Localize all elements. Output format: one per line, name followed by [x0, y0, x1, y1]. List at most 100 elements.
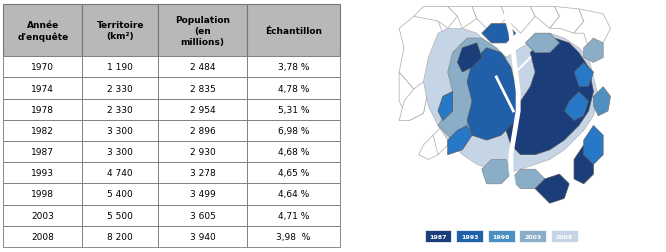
Text: 1970: 1970	[31, 63, 55, 72]
Polygon shape	[574, 10, 611, 49]
Text: 2 835: 2 835	[190, 84, 216, 93]
Text: 6,98 %: 6,98 %	[278, 127, 309, 135]
Bar	[247, 120, 340, 141]
Text: 1 190: 1 190	[107, 63, 133, 72]
Bar	[83, 163, 158, 184]
Polygon shape	[583, 39, 603, 63]
Bar	[158, 205, 247, 226]
Bar	[3, 163, 83, 184]
Text: 3 278: 3 278	[190, 169, 216, 178]
Bar	[3, 205, 83, 226]
Polygon shape	[530, 8, 559, 29]
Bar	[3, 5, 83, 57]
Text: 1974: 1974	[31, 84, 55, 93]
Polygon shape	[458, 44, 482, 73]
Text: 3 940: 3 940	[190, 232, 216, 241]
Text: Territoire
(km²): Territoire (km²)	[97, 21, 144, 41]
Text: 1982: 1982	[31, 127, 55, 135]
Polygon shape	[482, 24, 515, 44]
Bar	[83, 184, 158, 205]
Polygon shape	[419, 136, 443, 160]
Bar	[83, 205, 158, 226]
Text: 2 954: 2 954	[190, 105, 215, 114]
Text: 1978: 1978	[31, 105, 55, 114]
Bar	[83, 99, 158, 120]
Polygon shape	[525, 34, 559, 53]
Text: Année
d'enquête: Année d'enquête	[17, 21, 69, 41]
Polygon shape	[414, 8, 458, 29]
Polygon shape	[438, 92, 453, 121]
Bar	[247, 5, 340, 57]
Polygon shape	[467, 49, 521, 141]
Text: 2003: 2003	[524, 234, 541, 239]
Bar	[158, 141, 247, 163]
Text: 1998: 1998	[492, 234, 510, 239]
Text: 4,68 %: 4,68 %	[278, 147, 309, 156]
Polygon shape	[549, 8, 583, 34]
Bar	[83, 78, 158, 99]
Polygon shape	[482, 160, 511, 184]
Polygon shape	[501, 8, 535, 34]
Bar	[158, 99, 247, 120]
Bar	[83, 5, 158, 57]
Polygon shape	[564, 92, 589, 121]
Bar	[247, 78, 340, 99]
Bar	[247, 57, 340, 78]
Bar	[247, 205, 340, 226]
Text: 2 330: 2 330	[107, 84, 133, 93]
Bar	[158, 184, 247, 205]
Bar	[247, 99, 340, 120]
Bar	[158, 57, 247, 78]
Bar	[3, 99, 83, 120]
Text: 2 484: 2 484	[190, 63, 215, 72]
Bar	[158, 163, 247, 184]
Bar	[3, 57, 83, 78]
Text: 4,65 %: 4,65 %	[278, 169, 309, 178]
Text: 3 300: 3 300	[107, 127, 133, 135]
Polygon shape	[583, 126, 603, 165]
Text: 5,31 %: 5,31 %	[278, 105, 309, 114]
Text: 2008: 2008	[555, 234, 573, 239]
Text: 4,64 %: 4,64 %	[278, 190, 309, 199]
Bar	[83, 141, 158, 163]
Bar	[158, 226, 247, 247]
Bar	[488, 230, 515, 242]
Bar	[3, 226, 83, 247]
Polygon shape	[448, 126, 472, 155]
Bar	[158, 78, 247, 99]
Polygon shape	[535, 174, 569, 203]
Polygon shape	[424, 29, 598, 174]
Text: 1993: 1993	[31, 169, 55, 178]
Text: 5 400: 5 400	[107, 190, 133, 199]
Bar	[158, 5, 247, 57]
Bar	[3, 78, 83, 99]
Polygon shape	[574, 63, 593, 87]
Polygon shape	[448, 8, 477, 29]
Text: 1993: 1993	[461, 234, 478, 239]
Text: Échantillon: Échantillon	[265, 26, 322, 36]
Text: 3 605: 3 605	[190, 211, 216, 220]
Text: 5 500: 5 500	[107, 211, 133, 220]
Bar	[425, 230, 452, 242]
Text: Population
(en
millions): Population (en millions)	[175, 16, 230, 47]
Bar	[456, 230, 483, 242]
Text: 8 200: 8 200	[107, 232, 133, 241]
Text: 3 499: 3 499	[190, 190, 216, 199]
Text: 4,71 %: 4,71 %	[278, 211, 309, 220]
Bar	[247, 141, 340, 163]
Bar	[247, 226, 340, 247]
Bar	[247, 184, 340, 205]
Bar	[3, 141, 83, 163]
Bar	[83, 57, 158, 78]
Polygon shape	[399, 12, 443, 90]
Polygon shape	[438, 39, 506, 141]
Text: 2008: 2008	[31, 232, 55, 241]
Bar	[158, 120, 247, 141]
Text: 2 896: 2 896	[190, 127, 216, 135]
Bar	[3, 120, 83, 141]
Polygon shape	[593, 87, 611, 116]
Text: 2 330: 2 330	[107, 105, 133, 114]
Text: 1987: 1987	[430, 234, 447, 239]
Text: 3 300: 3 300	[107, 147, 133, 156]
Bar	[247, 163, 340, 184]
